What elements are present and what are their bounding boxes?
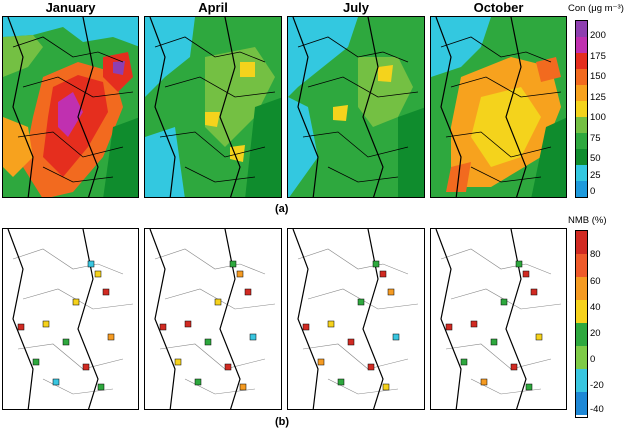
colorbar-con	[575, 20, 588, 198]
colorbar-nmb	[575, 230, 588, 418]
nmb-tick-60: 60	[590, 276, 601, 287]
title-october: October	[473, 0, 524, 15]
con-tick-150: 150	[590, 71, 606, 82]
con-tick-75: 75	[590, 133, 601, 144]
nmb-tick-minus40: -40	[590, 404, 604, 415]
con-tick-200: 200	[590, 30, 606, 41]
title-july: July	[342, 0, 369, 15]
map-october-nmb	[430, 228, 567, 410]
colorbar-con-title: Con (μg m⁻³)	[568, 3, 624, 14]
nmb-tick-20: 20	[590, 328, 601, 339]
map-january-concentration	[2, 16, 139, 198]
colorbar-nmb-title: NMB (%)	[568, 215, 607, 226]
con-tick-0: 0	[590, 186, 596, 197]
con-tick-100: 100	[590, 112, 606, 123]
row-label-b: (b)	[275, 416, 290, 428]
map-january-nmb	[2, 228, 139, 410]
nmb-tick-minus20: -20	[590, 380, 604, 391]
title-april: April	[198, 0, 228, 15]
nmb-tick-40: 40	[590, 302, 601, 313]
title-january: January	[45, 0, 96, 15]
con-tick-125: 125	[590, 92, 606, 103]
nmb-tick-0: 0	[590, 354, 596, 365]
map-april-nmb	[144, 228, 282, 410]
con-tick-25: 25	[590, 170, 601, 181]
con-tick-50: 50	[590, 153, 601, 164]
map-october-concentration	[430, 16, 567, 198]
nmb-tick-80: 80	[590, 249, 601, 260]
map-july-nmb	[287, 228, 425, 410]
map-april-concentration	[144, 16, 282, 198]
map-july-concentration	[287, 16, 425, 198]
con-tick-175: 175	[590, 51, 606, 62]
row-label-a: (a)	[275, 203, 289, 215]
